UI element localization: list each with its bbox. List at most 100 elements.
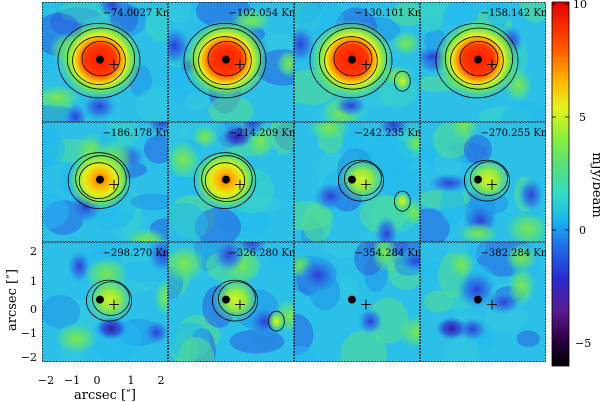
- velocity-label: −298.270 Km/s: [102, 248, 180, 259]
- contour-line: [183, 22, 267, 99]
- reference-cross-marker: [360, 299, 371, 310]
- x-axis-label: arcsec [″]: [74, 388, 136, 402]
- reference-cross-marker: [234, 179, 245, 190]
- contour-line: [192, 27, 262, 90]
- noise-patch: [420, 6, 443, 33]
- panel-image: −326.280 Km/s: [168, 242, 306, 362]
- panel-image: −130.101 Km/s: [294, 2, 420, 122]
- source-marker-dot: [95, 175, 104, 184]
- negative-patch: [95, 316, 128, 341]
- contour-line: [463, 159, 510, 202]
- panel-image: −242.235 Km/s: [294, 122, 432, 242]
- panel-border: [420, 242, 546, 362]
- x-tick-label: −1: [64, 374, 80, 387]
- contour-line: [92, 281, 130, 316]
- panel-image: −74.0027 Km/s: [42, 2, 168, 122]
- noise-emission-patch: [371, 242, 397, 271]
- contour-line: [81, 40, 121, 77]
- contour-line: [344, 161, 382, 196]
- reference-cross-marker: [486, 299, 497, 310]
- colorbar-tick-label: 5: [579, 111, 586, 124]
- low-emission-patch: [456, 269, 497, 310]
- source-marker-dot: [95, 55, 104, 64]
- source-marker-dot: [347, 295, 356, 304]
- source-marker-dot: [221, 295, 230, 304]
- contour-line: [201, 155, 253, 202]
- noise-patch: [42, 131, 66, 167]
- y-tick-label: 1: [30, 275, 37, 288]
- noise-patch: [340, 330, 387, 362]
- panel-border: [168, 2, 294, 122]
- x-tick-label: −2: [38, 374, 54, 387]
- noise-patch: [194, 207, 242, 242]
- velocity-label: −354.284 Km/s: [354, 248, 432, 259]
- noise-emission-patch: [276, 49, 294, 78]
- reference-cross-marker: [108, 179, 119, 190]
- noise-patch: [294, 345, 318, 362]
- noise-patch: [42, 193, 70, 231]
- y-axis-label: arcsec [″]: [5, 269, 20, 331]
- panel-border: [42, 2, 168, 122]
- low-emission-patch: [374, 215, 399, 242]
- colorbar-label: mJy/beam: [589, 152, 600, 217]
- colorbar: 10 5 0 −5 mJy/beam: [551, 0, 600, 367]
- colorbar-tick-label: 10: [573, 0, 587, 11]
- contour-line: [435, 22, 519, 99]
- y-tick-label: 2: [30, 245, 37, 258]
- channel-panel: −354.284 Km/s: [294, 242, 432, 362]
- noise-patch: [420, 208, 450, 242]
- noise-patch: [177, 337, 215, 362]
- noise-patch: [168, 202, 208, 242]
- negative-patch: [221, 124, 254, 149]
- low-emission-patch: [146, 122, 168, 136]
- noise-patch: [486, 2, 510, 27]
- noise-patch: [519, 2, 546, 23]
- noise-patch: [208, 95, 254, 122]
- velocity-label: −102.054 Km/s: [228, 8, 306, 19]
- channel-panel: −74.0027 Km/s: [42, 2, 168, 122]
- source-marker-dot: [473, 175, 482, 184]
- panel-image: −186.178 Km/s: [42, 122, 168, 242]
- contour-line: [324, 36, 378, 85]
- contour-line: [75, 155, 127, 202]
- negative-patch: [435, 316, 468, 341]
- low-emission-patch: [427, 172, 472, 194]
- velocity-label: −382.284 Km/s: [480, 248, 558, 259]
- noise-emission-patch: [395, 314, 420, 349]
- noise-emission-patch: [168, 244, 207, 284]
- channel-panel: −186.178 Km/s: [42, 122, 168, 242]
- contour-line: [57, 22, 141, 99]
- noise-emission-patch: [168, 140, 201, 179]
- noise-patch: [42, 294, 81, 329]
- noise-emission-patch: [54, 323, 99, 355]
- x-tick-label: 0: [94, 374, 101, 387]
- y-axis: 2 1 0 −1 −2 arcsec [″]: [5, 245, 37, 364]
- noise-patch: [135, 87, 168, 122]
- source-marker-dot: [347, 55, 356, 64]
- secondary-contour: [393, 70, 411, 92]
- contour-line: [459, 40, 499, 77]
- contour-line: [444, 27, 514, 90]
- noise-patch: [168, 2, 192, 24]
- low-emission-patch: [96, 2, 128, 19]
- colorbar-gradient: [551, 1, 570, 367]
- contour-line: [218, 281, 256, 316]
- velocity-label: −242.235 Km/s: [354, 128, 432, 139]
- noise-patch: [130, 193, 168, 211]
- contour-line: [78, 162, 120, 199]
- panel-border: [294, 242, 420, 362]
- panel-image: −102.054 Km/s: [168, 2, 306, 122]
- panel-border: [420, 122, 546, 242]
- reference-cross-marker: [234, 299, 245, 310]
- panel-border: [42, 242, 168, 362]
- y-tick-label: −2: [21, 351, 37, 364]
- low-emission-patch: [377, 122, 411, 138]
- noise-emission-patch: [308, 122, 351, 143]
- noise-patch: [463, 134, 492, 165]
- colorbar-tick-label: −5: [575, 337, 591, 350]
- noise-emission-patch: [42, 84, 81, 110]
- noise-patch: [267, 246, 291, 269]
- panel-image: −270.255 Km/s: [420, 122, 546, 242]
- contour-line: [66, 27, 136, 90]
- velocity-label: −326.280 Km/s: [228, 248, 306, 259]
